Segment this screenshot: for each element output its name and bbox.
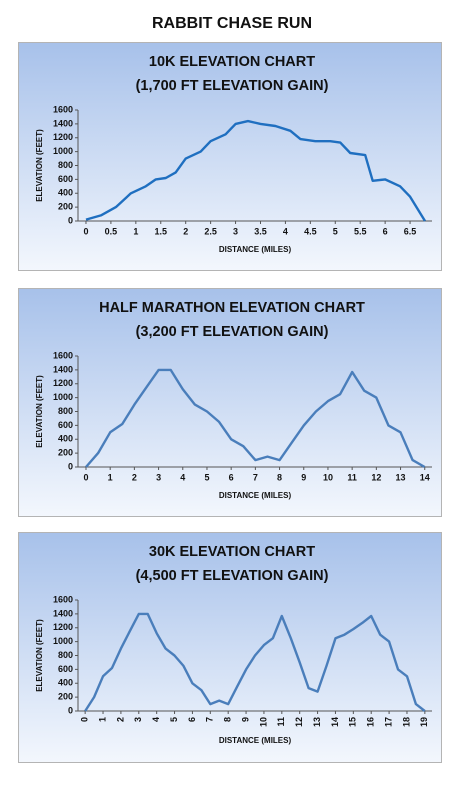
y-tick-label: 400: [58, 188, 73, 198]
chart-panel: [18, 42, 442, 271]
x-tick-label: 4: [180, 472, 185, 482]
x-tick-label: 1: [133, 226, 138, 236]
page-title: RABBIT CHASE RUN: [152, 15, 312, 32]
x-tick-label: 0: [83, 226, 88, 236]
x-tick-label: 8: [277, 472, 282, 482]
y-tick-label: 1400: [53, 118, 73, 128]
x-tick-label: 6: [229, 472, 234, 482]
y-tick-label: 1400: [53, 364, 73, 374]
x-tick-label: 4: [283, 226, 288, 236]
x-tick-label: 1.5: [155, 226, 168, 236]
y-tick-label: 0: [68, 705, 73, 715]
y-tick-label: 800: [58, 406, 73, 416]
x-axis-label: DISTANCE (MILES): [219, 736, 292, 745]
x-tick-label: 3.5: [254, 226, 267, 236]
x-tick-label: 3: [156, 472, 161, 482]
y-axis-label: ELEVATION (FEET): [35, 619, 44, 692]
chart-subtitle: (3,200 FT ELEVATION GAIN): [136, 324, 329, 340]
x-tick-label: 7: [253, 472, 258, 482]
x-tick-label: 13: [396, 472, 406, 482]
y-tick-label: 800: [58, 650, 73, 660]
chart-title: 10K ELEVATION CHART: [149, 54, 315, 70]
x-tick-label: 0: [80, 717, 90, 722]
x-tick-label: 0.5: [105, 226, 118, 236]
x-tick-label: 9: [301, 472, 306, 482]
y-tick-label: 1000: [53, 636, 73, 646]
x-tick-label: 18: [401, 717, 411, 727]
y-tick-label: 1200: [53, 132, 73, 142]
x-tick-label: 19: [419, 717, 429, 727]
x-tick-label: 13: [312, 717, 322, 727]
x-tick-label: 2: [183, 226, 188, 236]
x-tick-label: 2: [115, 717, 125, 722]
x-tick-label: 12: [371, 472, 381, 482]
elevation-line: [85, 368, 426, 469]
y-tick-label: 400: [58, 678, 73, 688]
x-tick-label: 7: [205, 717, 215, 722]
y-axis-label: ELEVATION (FEET): [35, 129, 44, 202]
x-tick-label: 11: [276, 717, 286, 727]
x-tick-label: 5.5: [354, 226, 367, 236]
x-tick-label: 16: [366, 717, 376, 727]
x-tick-label: 10: [258, 717, 268, 727]
y-tick-label: 200: [58, 692, 73, 702]
y-tick-label: 600: [58, 420, 73, 430]
x-tick-label: 12: [294, 717, 304, 727]
elevation-line: [84, 612, 426, 712]
y-tick-label: 1600: [53, 594, 73, 604]
x-tick-label: 4.5: [304, 226, 317, 236]
y-tick-label: 400: [58, 434, 73, 444]
x-tick-label: 6: [187, 717, 197, 722]
x-tick-label: 14: [330, 717, 340, 727]
chart-subtitle: (1,700 FT ELEVATION GAIN): [136, 78, 329, 94]
x-tick-label: 15: [348, 717, 358, 727]
chart-panel: [18, 532, 442, 763]
x-tick-label: 10: [323, 472, 333, 482]
elevation-line: [85, 119, 427, 222]
y-tick-label: 1200: [53, 622, 73, 632]
x-tick-label: 8: [223, 717, 233, 722]
y-tick-label: 1600: [53, 350, 73, 360]
y-tick-label: 1000: [53, 392, 73, 402]
x-tick-label: 0: [83, 472, 88, 482]
x-tick-label: 1: [97, 717, 107, 722]
x-tick-label: 3: [133, 717, 143, 722]
x-axis-label: DISTANCE (MILES): [219, 245, 292, 254]
x-tick-label: 1: [108, 472, 113, 482]
chart-subtitle: (4,500 FT ELEVATION GAIN): [136, 568, 329, 584]
x-tick-label: 3: [233, 226, 238, 236]
y-tick-label: 1000: [53, 146, 73, 156]
y-tick-label: 1200: [53, 378, 73, 388]
x-tick-label: 17: [383, 717, 393, 727]
y-tick-label: 1600: [53, 104, 73, 114]
y-tick-label: 0: [68, 461, 73, 471]
x-tick-label: 14: [420, 472, 430, 482]
y-tick-label: 0: [68, 215, 73, 225]
x-tick-label: 2.5: [204, 226, 217, 236]
y-tick-label: 1400: [53, 608, 73, 618]
x-tick-label: 2: [132, 472, 137, 482]
x-axis-label: DISTANCE (MILES): [219, 491, 292, 500]
x-tick-label: 4: [151, 717, 161, 722]
x-tick-label: 5: [333, 226, 338, 236]
x-tick-label: 5: [169, 717, 179, 722]
y-tick-label: 600: [58, 174, 73, 184]
y-tick-label: 800: [58, 160, 73, 170]
x-tick-label: 5: [204, 472, 209, 482]
y-axis-label: ELEVATION (FEET): [35, 375, 44, 448]
x-tick-label: 11: [347, 472, 357, 482]
x-tick-label: 9: [240, 717, 250, 722]
chart-title: HALF MARATHON ELEVATION CHART: [99, 300, 365, 316]
y-tick-label: 600: [58, 664, 73, 674]
y-tick-label: 200: [58, 448, 73, 458]
chart-title: 30K ELEVATION CHART: [149, 544, 315, 560]
chart-panel: [18, 288, 442, 517]
x-tick-label: 6: [383, 226, 388, 236]
x-tick-label: 6.5: [404, 226, 417, 236]
y-tick-label: 200: [58, 202, 73, 212]
